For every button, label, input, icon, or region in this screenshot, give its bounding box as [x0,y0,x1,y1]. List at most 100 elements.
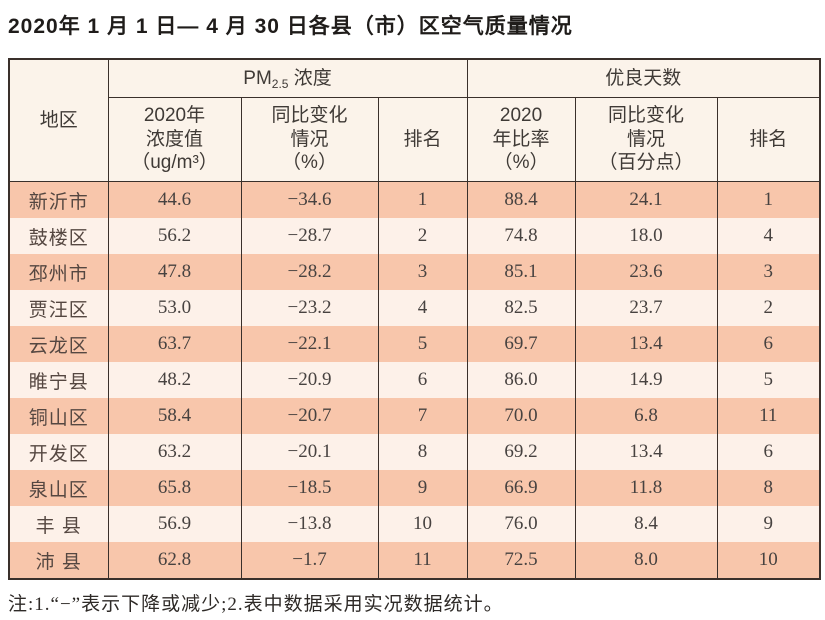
good-rank: 2 [716,290,821,326]
pm-value: 63.7 [107,326,242,362]
pm-rank: 4 [377,290,468,326]
region-name: 贾汪区 [8,290,109,326]
header-group-row: 地区 PM2.5 浓度 优良天数 [8,59,821,182]
table-header: 地区 PM2.5 浓度 优良天数 2020年 浓度值 （ug/m³） 同比变化 … [8,59,821,182]
pm-rank: 5 [377,326,468,362]
good-change: 13.4 [574,326,718,362]
pm-rank: 9 [377,470,468,506]
air-quality-table: 地区 PM2.5 浓度 优良天数 2020年 浓度值 （ug/m³） 同比变化 … [8,58,822,580]
good-rate: 69.2 [466,434,576,470]
pm25-label-suffix: 浓度 [288,67,332,89]
pm-value: 56.2 [107,218,242,254]
pm-change: −28.7 [240,218,379,254]
table-row: 新沂市 44.6 −34.6 1 88.4 24.1 1 [8,181,821,218]
region-name: 鼓楼区 [8,218,109,254]
pm-rank: 2 [377,218,468,254]
column-header-pm-change: 同比变化 情况 （%） [240,97,379,182]
region-name: 泉山区 [8,470,109,506]
region-name: 铜山区 [8,398,109,434]
good-change: 14.9 [574,362,718,398]
pm-rank: 7 [377,398,468,434]
pm-value: 62.8 [107,542,242,579]
pm-value: 56.9 [107,506,242,542]
pm-value: 47.8 [107,254,242,290]
good-rate: 88.4 [466,181,576,218]
good-change: 18.0 [574,218,718,254]
region-name: 邳州市 [8,254,109,290]
footnote: 注:1.“−”表示下降或减少;2.表中数据采用实况数据统计。 [8,594,504,615]
good-change: 13.4 [574,434,718,470]
pm-rank: 10 [377,506,468,542]
pm-change: −18.5 [240,470,379,506]
good-rank: 3 [716,254,821,290]
region-name: 丰 县 [8,506,109,542]
good-change: 23.7 [574,290,718,326]
good-rank: 4 [716,218,821,254]
table-row: 邳州市 47.8 −28.2 3 85.1 23.6 3 [8,254,821,290]
table-row: 沛 县 62.8 −1.7 11 72.5 8.0 10 [8,542,821,579]
good-change: 24.1 [574,181,718,218]
good-rate: 72.5 [466,542,576,579]
pm-change: −20.9 [240,362,379,398]
good-change: 8.4 [574,506,718,542]
table-row: 铜山区 58.4 −20.7 7 70.0 6.8 11 [8,398,821,434]
pm-rank: 8 [377,434,468,470]
pm-value: 53.0 [107,290,242,326]
good-change: 11.8 [574,470,718,506]
column-header-region: 地区 [8,59,109,182]
pm25-label-subscript: 2.5 [271,76,289,91]
good-rank: 6 [716,434,821,470]
table-row: 贾汪区 53.0 −23.2 4 82.5 23.7 2 [8,290,821,326]
column-header-good-change: 同比变化 情况 （百分点） [574,97,718,182]
table-row: 鼓楼区 56.2 −28.7 2 74.8 18.0 4 [8,218,821,254]
good-rate: 82.5 [466,290,576,326]
pm-value: 48.2 [107,362,242,398]
pm-change: −22.1 [240,326,379,362]
pm-rank: 3 [377,254,468,290]
pm-change: −20.7 [240,398,379,434]
good-rank: 6 [716,326,821,362]
table-row: 云龙区 63.7 −22.1 5 69.7 13.4 6 [8,326,821,362]
pm-rank: 1 [377,181,468,218]
pm-change: −1.7 [240,542,379,579]
page-title: 2020年 1 月 1 日— 4 月 30 日各县（市）区空气质量情况 [8,15,573,38]
good-rank: 11 [716,398,821,434]
good-rate: 70.0 [466,398,576,434]
pm-change: −28.2 [240,254,379,290]
column-header-good-rank: 排名 [716,97,821,182]
table-row: 睢宁县 48.2 −20.9 6 86.0 14.9 5 [8,362,821,398]
table-row: 泉山区 65.8 −18.5 9 66.9 11.8 8 [8,470,821,506]
column-group-pm25: PM2.5 浓度 [107,59,468,98]
good-rate: 86.0 [466,362,576,398]
good-rank: 5 [716,362,821,398]
column-header-pm-value: 2020年 浓度值 （ug/m³） [107,97,242,182]
good-rate: 66.9 [466,470,576,506]
column-group-good-days: 优良天数 [466,59,821,98]
pm-change: −23.2 [240,290,379,326]
column-header-good-rate: 2020 年比率 （%） [466,97,576,182]
table-body: 新沂市 44.6 −34.6 1 88.4 24.1 1 鼓楼区 56.2 −2… [8,181,821,579]
pm-change: −34.6 [240,181,379,218]
good-change: 23.6 [574,254,718,290]
region-name: 新沂市 [8,181,109,218]
pm25-label-prefix: PM [243,67,272,89]
pm-value: 44.6 [107,181,242,218]
pm-rank: 6 [377,362,468,398]
good-rank: 9 [716,506,821,542]
header-sub-row: 2020年 浓度值 （ug/m³） 同比变化 情况 （%） 排名 2020 年比… [9,97,821,182]
region-name: 开发区 [8,434,109,470]
pm-value: 58.4 [107,398,242,434]
table-row: 丰 县 56.9 −13.8 10 76.0 8.4 9 [8,506,821,542]
table-row: 开发区 63.2 −20.1 8 69.2 13.4 6 [8,434,821,470]
pm-change: −13.8 [240,506,379,542]
good-rate: 69.7 [466,326,576,362]
good-change: 8.0 [574,542,718,579]
pm-value: 63.2 [107,434,242,470]
good-rank: 10 [716,542,821,579]
pm-change: −20.1 [240,434,379,470]
good-rate: 74.8 [466,218,576,254]
pm-rank: 11 [377,542,468,579]
good-change: 6.8 [574,398,718,434]
pm-value: 65.8 [107,470,242,506]
